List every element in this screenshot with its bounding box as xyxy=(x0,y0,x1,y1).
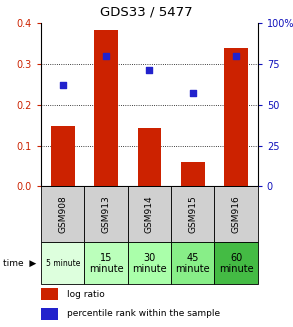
Text: GSM915: GSM915 xyxy=(188,195,197,233)
Bar xyxy=(137,129,161,186)
Bar xyxy=(41,308,58,320)
Bar xyxy=(41,288,58,300)
Text: GSM913: GSM913 xyxy=(102,195,110,233)
Text: GSM916: GSM916 xyxy=(232,195,241,233)
Bar xyxy=(41,186,84,242)
Bar xyxy=(128,186,171,242)
Bar xyxy=(51,126,75,186)
Bar xyxy=(84,242,128,284)
Text: GSM914: GSM914 xyxy=(145,195,154,233)
Text: 30
minute: 30 minute xyxy=(132,253,167,274)
Text: 45
minute: 45 minute xyxy=(176,253,210,274)
Bar xyxy=(171,186,214,242)
Bar xyxy=(84,186,128,242)
Point xyxy=(147,67,152,73)
Bar xyxy=(94,30,118,186)
Bar xyxy=(41,242,84,284)
Point xyxy=(190,91,195,96)
Bar xyxy=(181,162,205,186)
Text: 5 minute: 5 minute xyxy=(45,259,80,268)
Text: percentile rank within the sample: percentile rank within the sample xyxy=(67,309,220,318)
Text: GDS33 / 5477: GDS33 / 5477 xyxy=(100,6,193,19)
Bar xyxy=(224,48,248,186)
Point xyxy=(104,53,108,58)
Point xyxy=(60,82,65,88)
Text: time  ▶: time ▶ xyxy=(3,259,36,268)
Text: 15
minute: 15 minute xyxy=(89,253,123,274)
Text: GSM908: GSM908 xyxy=(58,195,67,233)
Bar xyxy=(214,186,258,242)
Text: 60
minute: 60 minute xyxy=(219,253,253,274)
Text: log ratio: log ratio xyxy=(67,290,105,299)
Bar xyxy=(128,242,171,284)
Bar xyxy=(171,242,214,284)
Point xyxy=(234,54,239,59)
Bar xyxy=(214,242,258,284)
